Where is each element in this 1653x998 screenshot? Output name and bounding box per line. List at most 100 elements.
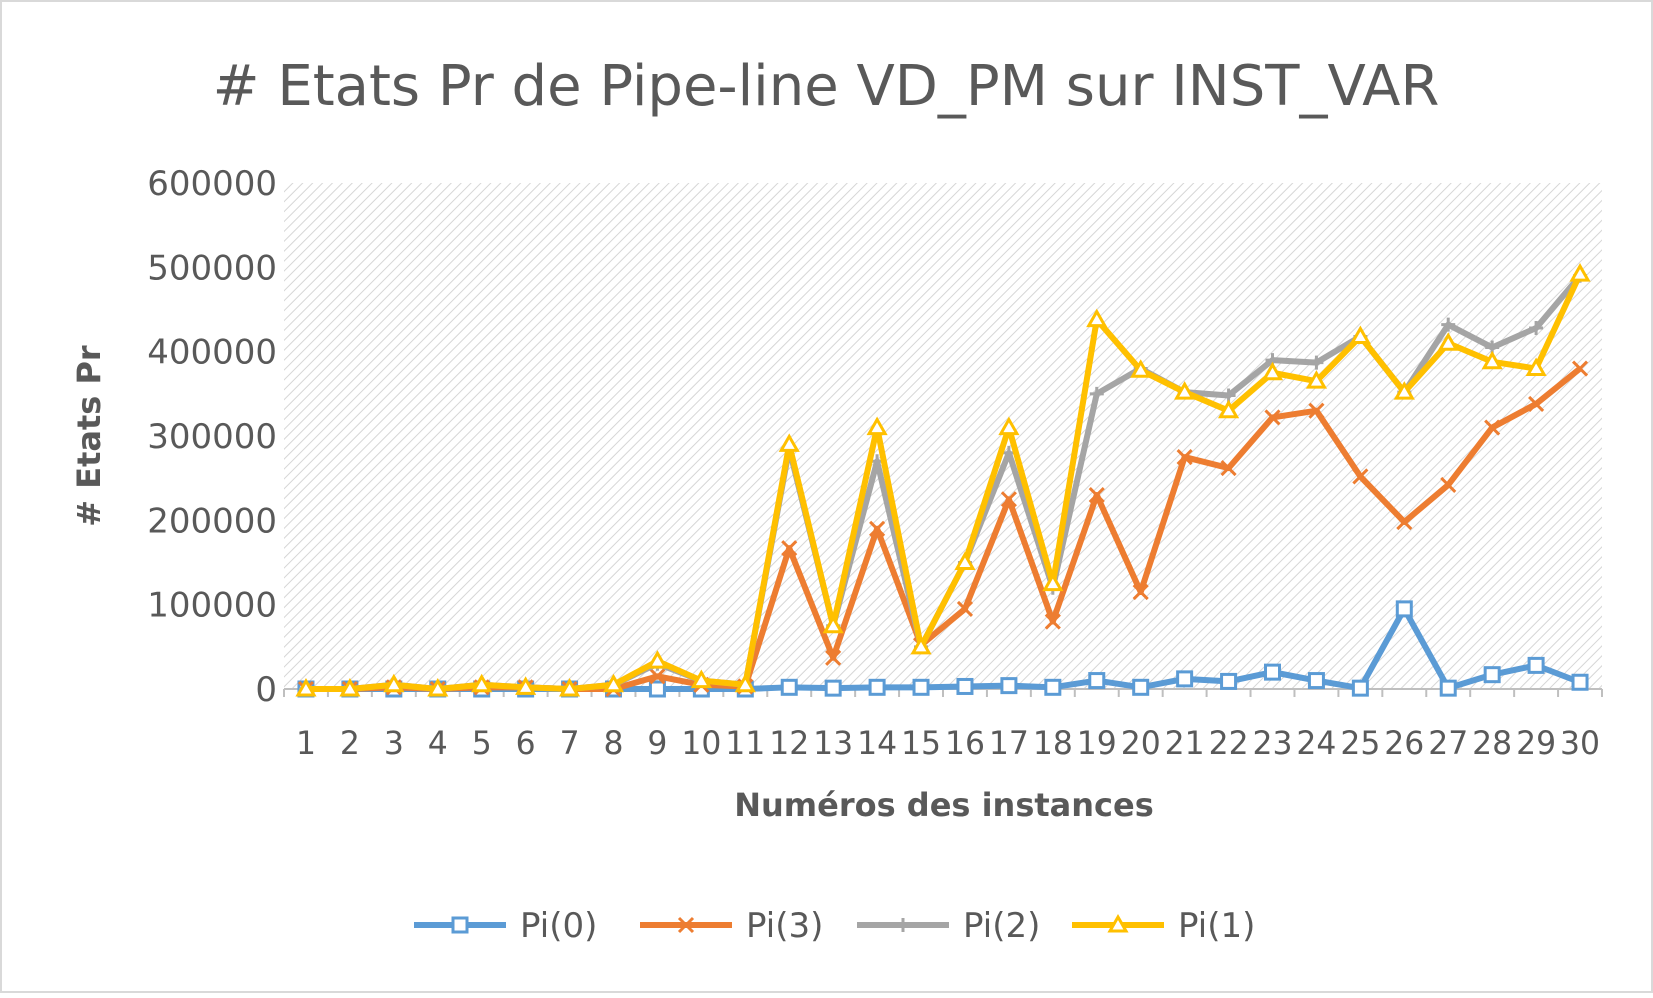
data-point: [1261, 361, 1284, 381]
x-tick-label: 12: [769, 724, 809, 762]
data-point: [1309, 355, 1324, 370]
x-tick-label: 19: [1077, 724, 1117, 762]
data-point: [1132, 678, 1150, 696]
x-tick-label: 8: [604, 724, 624, 762]
data-point: [1130, 359, 1152, 378]
x-tick-label: 3: [384, 724, 404, 762]
data-point: [868, 678, 886, 696]
data-point: [1437, 332, 1459, 351]
x-tick-label: 7: [560, 724, 580, 762]
data-point: [471, 673, 493, 693]
x-tick-label: 5: [472, 724, 492, 762]
data-point: [1527, 656, 1545, 674]
y-tick-label: 200000: [147, 501, 277, 541]
data-point: [869, 520, 886, 537]
x-tick-label: 27: [1428, 724, 1468, 762]
x-tick-label: 18: [1033, 724, 1073, 762]
x-tick-label: 4: [428, 724, 448, 762]
legend-label: Pi(2): [963, 906, 1040, 946]
x-tick-label: 29: [1516, 724, 1556, 762]
data-point: [558, 677, 581, 697]
data-point: [1396, 513, 1413, 531]
data-point: [1220, 459, 1237, 477]
data-point: [646, 650, 669, 669]
data-point: [1000, 677, 1018, 695]
data-point: [1217, 399, 1240, 419]
data-point: [427, 677, 449, 697]
data-point: [1569, 263, 1591, 282]
y-tick-label: 500000: [147, 248, 277, 288]
data-point: [1132, 583, 1149, 601]
data-point: [1086, 308, 1108, 328]
data-point: [1307, 672, 1325, 690]
data-point: [1000, 491, 1017, 508]
y-tick-label: 300000: [147, 417, 277, 457]
series-pi1: [295, 263, 1591, 697]
data-point: [515, 676, 537, 695]
data-point: [1176, 670, 1194, 688]
legend-item: Pi(0): [414, 906, 597, 946]
x-axis-label: Numéros des instances: [734, 786, 1154, 824]
data-point: [649, 668, 666, 685]
x-tick-label: 11: [725, 724, 765, 762]
data-point: [1571, 673, 1589, 691]
data-point: [824, 679, 842, 697]
x-tick-label: 1: [296, 724, 316, 762]
x-tick-label: 20: [1121, 724, 1161, 762]
data-point: [1483, 666, 1501, 684]
data-point: [825, 649, 842, 666]
data-point: [1042, 572, 1064, 592]
x-tick-label: 28: [1472, 724, 1512, 762]
data-point: [648, 680, 666, 698]
legend-item: Pi(2): [857, 906, 1040, 946]
data-point: [1528, 395, 1545, 413]
data-point: [822, 614, 844, 634]
data-point: [602, 673, 625, 693]
data-point: [1308, 402, 1325, 419]
data-point: [1481, 350, 1503, 370]
data-point: [912, 678, 930, 696]
data-point: [1395, 600, 1413, 618]
data-point: [1484, 419, 1501, 436]
data-point: [1044, 678, 1062, 696]
data-point: [1351, 679, 1369, 697]
data-point: [956, 677, 974, 695]
data-point: [1264, 409, 1281, 426]
data-point: [998, 416, 1020, 436]
x-tick-label: 6: [516, 724, 536, 762]
data-point: [866, 416, 888, 436]
data-point: [383, 673, 405, 693]
series-layer: [295, 263, 1591, 698]
x-tick-label: 30: [1560, 724, 1600, 762]
data-point: [781, 540, 798, 557]
data-point: [778, 433, 800, 452]
data-point: [1439, 679, 1457, 697]
data-point: [339, 677, 361, 697]
data-point: [954, 551, 976, 570]
legend-label: Pi(3): [746, 906, 823, 946]
x-tick-label: 15: [901, 724, 941, 762]
data-point: [780, 678, 798, 696]
x-tick-label: 13: [813, 724, 853, 762]
legend-marker: [1107, 913, 1129, 933]
x-tick-label: 16: [945, 724, 985, 762]
x-tick-label: 23: [1253, 724, 1293, 762]
data-point: [910, 635, 932, 655]
legend-label: Pi(0): [520, 906, 597, 946]
legend-marker: [451, 916, 469, 934]
data-point: [295, 677, 317, 697]
data-point: [1525, 357, 1547, 377]
x-tick-label: 17: [989, 724, 1029, 762]
y-tick-label: 100000: [147, 586, 277, 626]
data-point: [1571, 360, 1589, 377]
data-point: [690, 669, 712, 689]
series-line: [305, 272, 1583, 692]
data-point: [1089, 386, 1104, 401]
data-point: [1220, 672, 1238, 690]
data-point: [1088, 672, 1106, 690]
x-tick-label: 22: [1209, 724, 1249, 762]
data-point: [734, 673, 756, 693]
legend-marker: [677, 916, 695, 934]
